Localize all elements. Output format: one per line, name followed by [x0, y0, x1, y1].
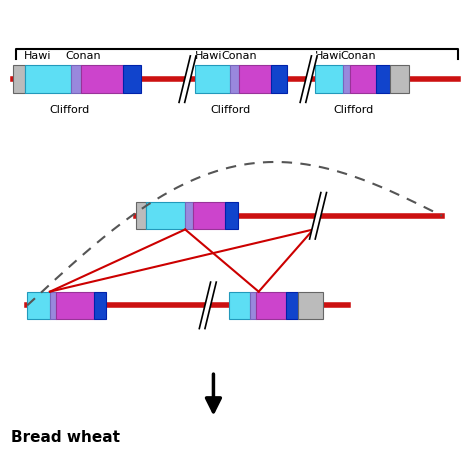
Text: Bread wheat: Bread wheat [11, 430, 120, 445]
Text: Clifford: Clifford [211, 105, 251, 115]
Bar [136, 202, 146, 229]
Bar [94, 292, 107, 319]
Bar [286, 292, 298, 319]
Text: Hawi: Hawi [315, 51, 343, 61]
Bar [123, 65, 141, 93]
Text: Clifford: Clifford [50, 105, 90, 115]
Bar [344, 65, 350, 93]
Bar [50, 292, 55, 319]
Bar [228, 292, 250, 319]
Bar [298, 292, 323, 319]
Bar [82, 65, 123, 93]
Text: Conan: Conan [65, 51, 100, 61]
Bar [195, 65, 230, 93]
Bar [350, 65, 376, 93]
Bar [272, 65, 287, 93]
Bar [25, 65, 71, 93]
Text: Clifford: Clifford [334, 105, 374, 115]
Text: Conan: Conan [341, 51, 376, 61]
Bar [250, 292, 256, 319]
Bar [225, 202, 238, 229]
Bar [146, 202, 185, 229]
Bar [55, 292, 94, 319]
Bar [390, 65, 410, 93]
Text: Hawi: Hawi [195, 51, 222, 61]
Bar [230, 65, 239, 93]
Bar [71, 65, 82, 93]
Text: Hawi: Hawi [24, 51, 51, 61]
Bar [27, 292, 50, 319]
Bar [256, 292, 286, 319]
Bar [13, 65, 25, 93]
Bar [193, 202, 225, 229]
Bar [376, 65, 390, 93]
Bar [315, 65, 344, 93]
Text: Conan: Conan [221, 51, 257, 61]
Bar [185, 202, 193, 229]
Bar [239, 65, 272, 93]
